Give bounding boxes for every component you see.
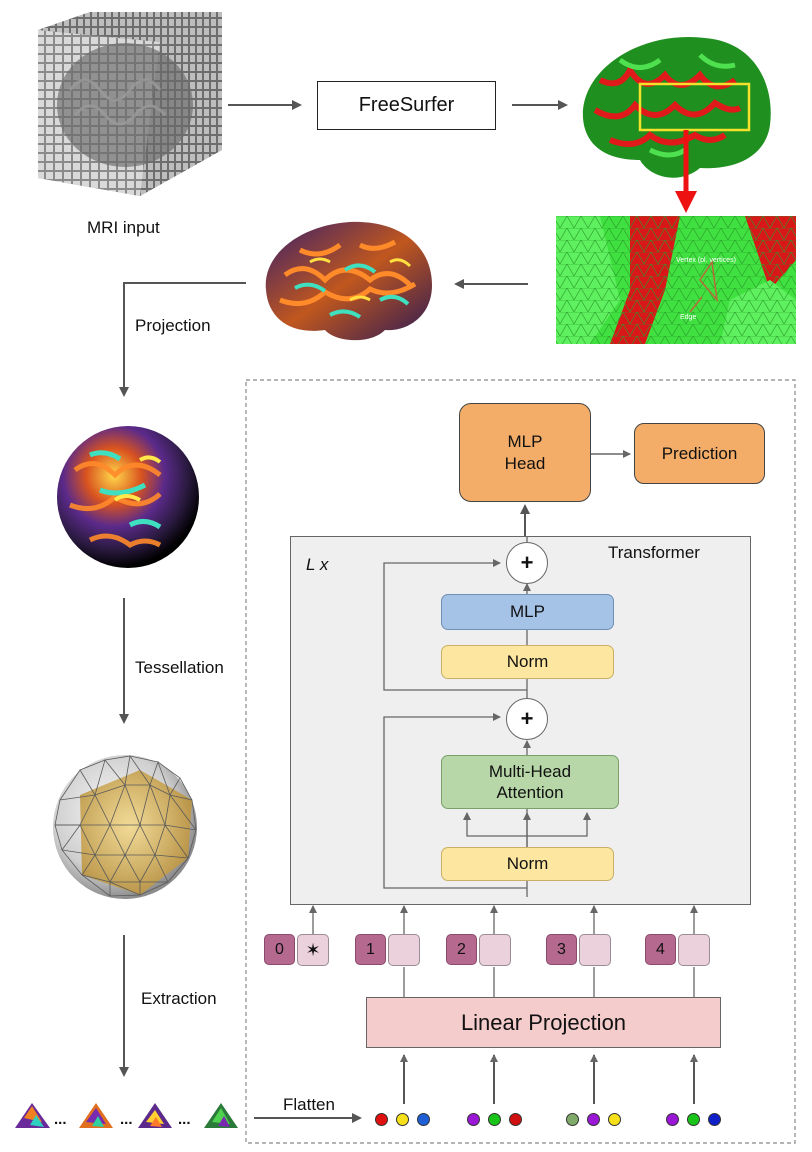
patch-triangle (79, 1103, 113, 1128)
token-embedding (678, 934, 710, 966)
token-embedding (388, 934, 420, 966)
patch-value-dot (375, 1113, 388, 1126)
prediction-box: Prediction (634, 423, 765, 484)
freesurfer-box: FreeSurfer (317, 81, 496, 130)
norm-box-lower: Norm (441, 847, 614, 881)
ellipsis: ... (54, 1111, 67, 1128)
inflated-brain-image (265, 221, 432, 341)
multi-head-attention-box: Multi-Head Attention (441, 755, 619, 809)
token-index: 4 (645, 934, 676, 965)
repeat-label: L x (306, 555, 329, 574)
ellipsis: ... (120, 1111, 133, 1128)
mlp-head-line2: Head (504, 453, 546, 473)
token-index: 0 (264, 934, 295, 965)
patch-triangle (138, 1103, 172, 1128)
ellipsis: ... (178, 1111, 191, 1128)
patch-value-dot (396, 1113, 409, 1126)
mha-line2: Attention (496, 783, 564, 802)
patch-value-dot (417, 1113, 430, 1126)
mlp-head-line1: MLP (507, 431, 543, 451)
projected-sphere-image (57, 426, 199, 568)
mlp-box: MLP (441, 594, 614, 630)
patch-value-dot (509, 1113, 522, 1126)
class-token-embedding: ✶ (297, 934, 329, 966)
token-index: 2 (446, 934, 477, 965)
token-index: 3 (546, 934, 577, 965)
add-node-lower: + (506, 698, 548, 740)
projection-label: Projection (135, 316, 211, 335)
linear-projection-box: Linear Projection (366, 997, 721, 1048)
patch-triangle (15, 1103, 50, 1128)
add-node-upper: + (506, 542, 548, 584)
patch-value-dot (566, 1113, 579, 1126)
mri-cube-image (38, 12, 222, 196)
token-embedding (579, 934, 611, 966)
tessellation-label: Tessellation (135, 658, 224, 677)
mesh-zoom-image (556, 216, 796, 344)
mri-input-label: MRI input (87, 218, 160, 237)
patch-value-dot (488, 1113, 501, 1126)
vertex-label: Vertex (pl. vertices) (676, 257, 736, 264)
patch-value-dot (587, 1113, 600, 1126)
mlp-head-box: MLP Head (459, 403, 591, 502)
freesurfer-brain-image (582, 36, 771, 178)
norm-box-upper: Norm (441, 645, 614, 679)
patch-value-dot (687, 1113, 700, 1126)
patch-value-dot (666, 1113, 679, 1126)
extraction-label: Extraction (141, 989, 217, 1008)
mha-line1: Multi-Head (488, 762, 572, 781)
extracted-patches (15, 1103, 238, 1128)
flatten-label: Flatten (283, 1095, 335, 1114)
model-frame (245, 379, 796, 1144)
patch-value-dot (467, 1113, 480, 1126)
patch-triangle (204, 1103, 238, 1128)
token-embedding (479, 934, 511, 966)
tessellated-sphere-image (53, 754, 197, 899)
token-index: 1 (355, 934, 386, 965)
patch-value-dot (608, 1113, 621, 1126)
edge-label: Edge (680, 314, 696, 321)
transformer-label: Transformer (608, 543, 700, 562)
patch-value-dot (708, 1113, 721, 1126)
